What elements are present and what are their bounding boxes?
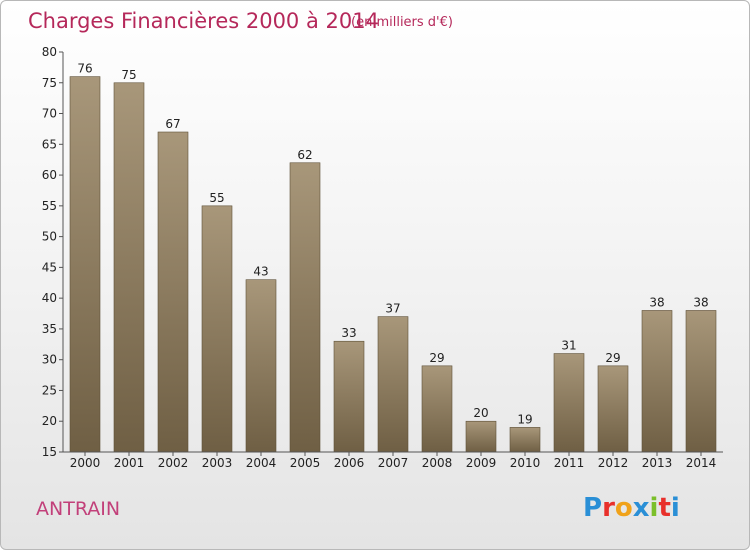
bar-2001 bbox=[113, 82, 145, 453]
data-label-2011: 31 bbox=[561, 339, 576, 353]
x-tick-label-2003: 2003 bbox=[202, 456, 233, 470]
proxiti-logo: Proxiti bbox=[583, 493, 680, 523]
data-label-2003: 55 bbox=[209, 191, 224, 205]
chart-subtitle: (en milliers d'€) bbox=[351, 15, 453, 30]
x-tick-label-2000: 2000 bbox=[70, 456, 101, 470]
y-tick-label: 50 bbox=[42, 230, 57, 244]
bar-2014 bbox=[685, 310, 717, 453]
x-tick-label-2014: 2014 bbox=[686, 456, 717, 470]
data-label-2013: 38 bbox=[649, 295, 664, 309]
data-label-2007: 37 bbox=[385, 302, 400, 316]
commune-name: ANTRAIN bbox=[36, 498, 120, 520]
data-label-2002: 67 bbox=[165, 117, 180, 131]
y-tick-label: 80 bbox=[42, 45, 57, 59]
logo-letter: o bbox=[615, 493, 633, 523]
bar-2007 bbox=[377, 316, 409, 453]
x-tick-label-2005: 2005 bbox=[290, 456, 321, 470]
data-label-2014: 38 bbox=[693, 295, 708, 309]
bar-2011 bbox=[553, 353, 585, 453]
y-axis: 15 20 25 30 35 40 45 50 55 60 65 70 75 80 bbox=[42, 45, 64, 459]
y-tick-label: 30 bbox=[42, 353, 57, 367]
y-tick-label: 60 bbox=[42, 168, 57, 182]
logo-letter: x bbox=[633, 493, 650, 523]
logo-letter: r bbox=[602, 493, 615, 523]
y-tick-label: 45 bbox=[42, 260, 57, 274]
data-label-2009: 20 bbox=[473, 406, 488, 420]
data-label-2001: 75 bbox=[121, 68, 136, 82]
x-tick-label-2006: 2006 bbox=[334, 456, 365, 470]
chart-title: Charges Financières 2000 à 2014 bbox=[28, 9, 379, 33]
x-tick-label-2001: 2001 bbox=[114, 456, 145, 470]
bar-2010 bbox=[509, 427, 541, 453]
bar-2008 bbox=[421, 365, 453, 453]
y-tick-label: 40 bbox=[42, 291, 57, 305]
logo-letter: i bbox=[650, 493, 659, 523]
y-tick-label: 65 bbox=[42, 137, 57, 151]
y-tick-label: 55 bbox=[42, 199, 57, 213]
x-tick-label-2007: 2007 bbox=[378, 456, 409, 470]
logo-letter: P bbox=[583, 493, 602, 523]
data-label-2000: 76 bbox=[77, 62, 92, 76]
bar-2004 bbox=[245, 279, 277, 453]
y-tick-label: 35 bbox=[42, 322, 57, 336]
x-tick-label-2009: 2009 bbox=[466, 456, 497, 470]
x-tick-label-2004: 2004 bbox=[246, 456, 277, 470]
logo-letter: t bbox=[658, 493, 670, 523]
bar-2000 bbox=[69, 76, 101, 453]
y-tick-label: 70 bbox=[42, 107, 57, 121]
data-label-2008: 29 bbox=[429, 351, 444, 365]
data-label-2004: 43 bbox=[253, 265, 268, 279]
bar-2013 bbox=[641, 310, 673, 453]
x-tick-label-2008: 2008 bbox=[422, 456, 453, 470]
y-tick-label: 20 bbox=[42, 414, 57, 428]
x-tick-label-2013: 2013 bbox=[642, 456, 673, 470]
x-tick-label-2010: 2010 bbox=[510, 456, 541, 470]
bar-2012 bbox=[597, 365, 629, 453]
data-label-2006: 33 bbox=[341, 326, 356, 340]
data-label-2010: 19 bbox=[517, 412, 532, 426]
logo-letter: i bbox=[671, 493, 680, 523]
bars: 76 75 67 55 43 62 33 37 29 20 19 31 29 38 38 bbox=[69, 62, 717, 453]
bar-2005 bbox=[289, 162, 321, 453]
bar-2009 bbox=[465, 420, 497, 453]
y-tick-label: 15 bbox=[42, 445, 57, 459]
bar-2002 bbox=[157, 131, 189, 453]
data-label-2005: 62 bbox=[297, 148, 312, 162]
data-label-2012: 29 bbox=[605, 351, 620, 365]
y-tick-label: 75 bbox=[42, 76, 57, 90]
bar-2003 bbox=[201, 205, 233, 453]
x-axis: 2000 2001 2002 2003 2004 2005 2006 2007 2008 2009… bbox=[63, 451, 723, 470]
x-tick-label-2012: 2012 bbox=[598, 456, 629, 470]
x-tick-label-2011: 2011 bbox=[554, 456, 585, 470]
x-tick-label-2002: 2002 bbox=[158, 456, 189, 470]
y-tick-label: 25 bbox=[42, 383, 57, 397]
bar-2006 bbox=[333, 340, 365, 453]
